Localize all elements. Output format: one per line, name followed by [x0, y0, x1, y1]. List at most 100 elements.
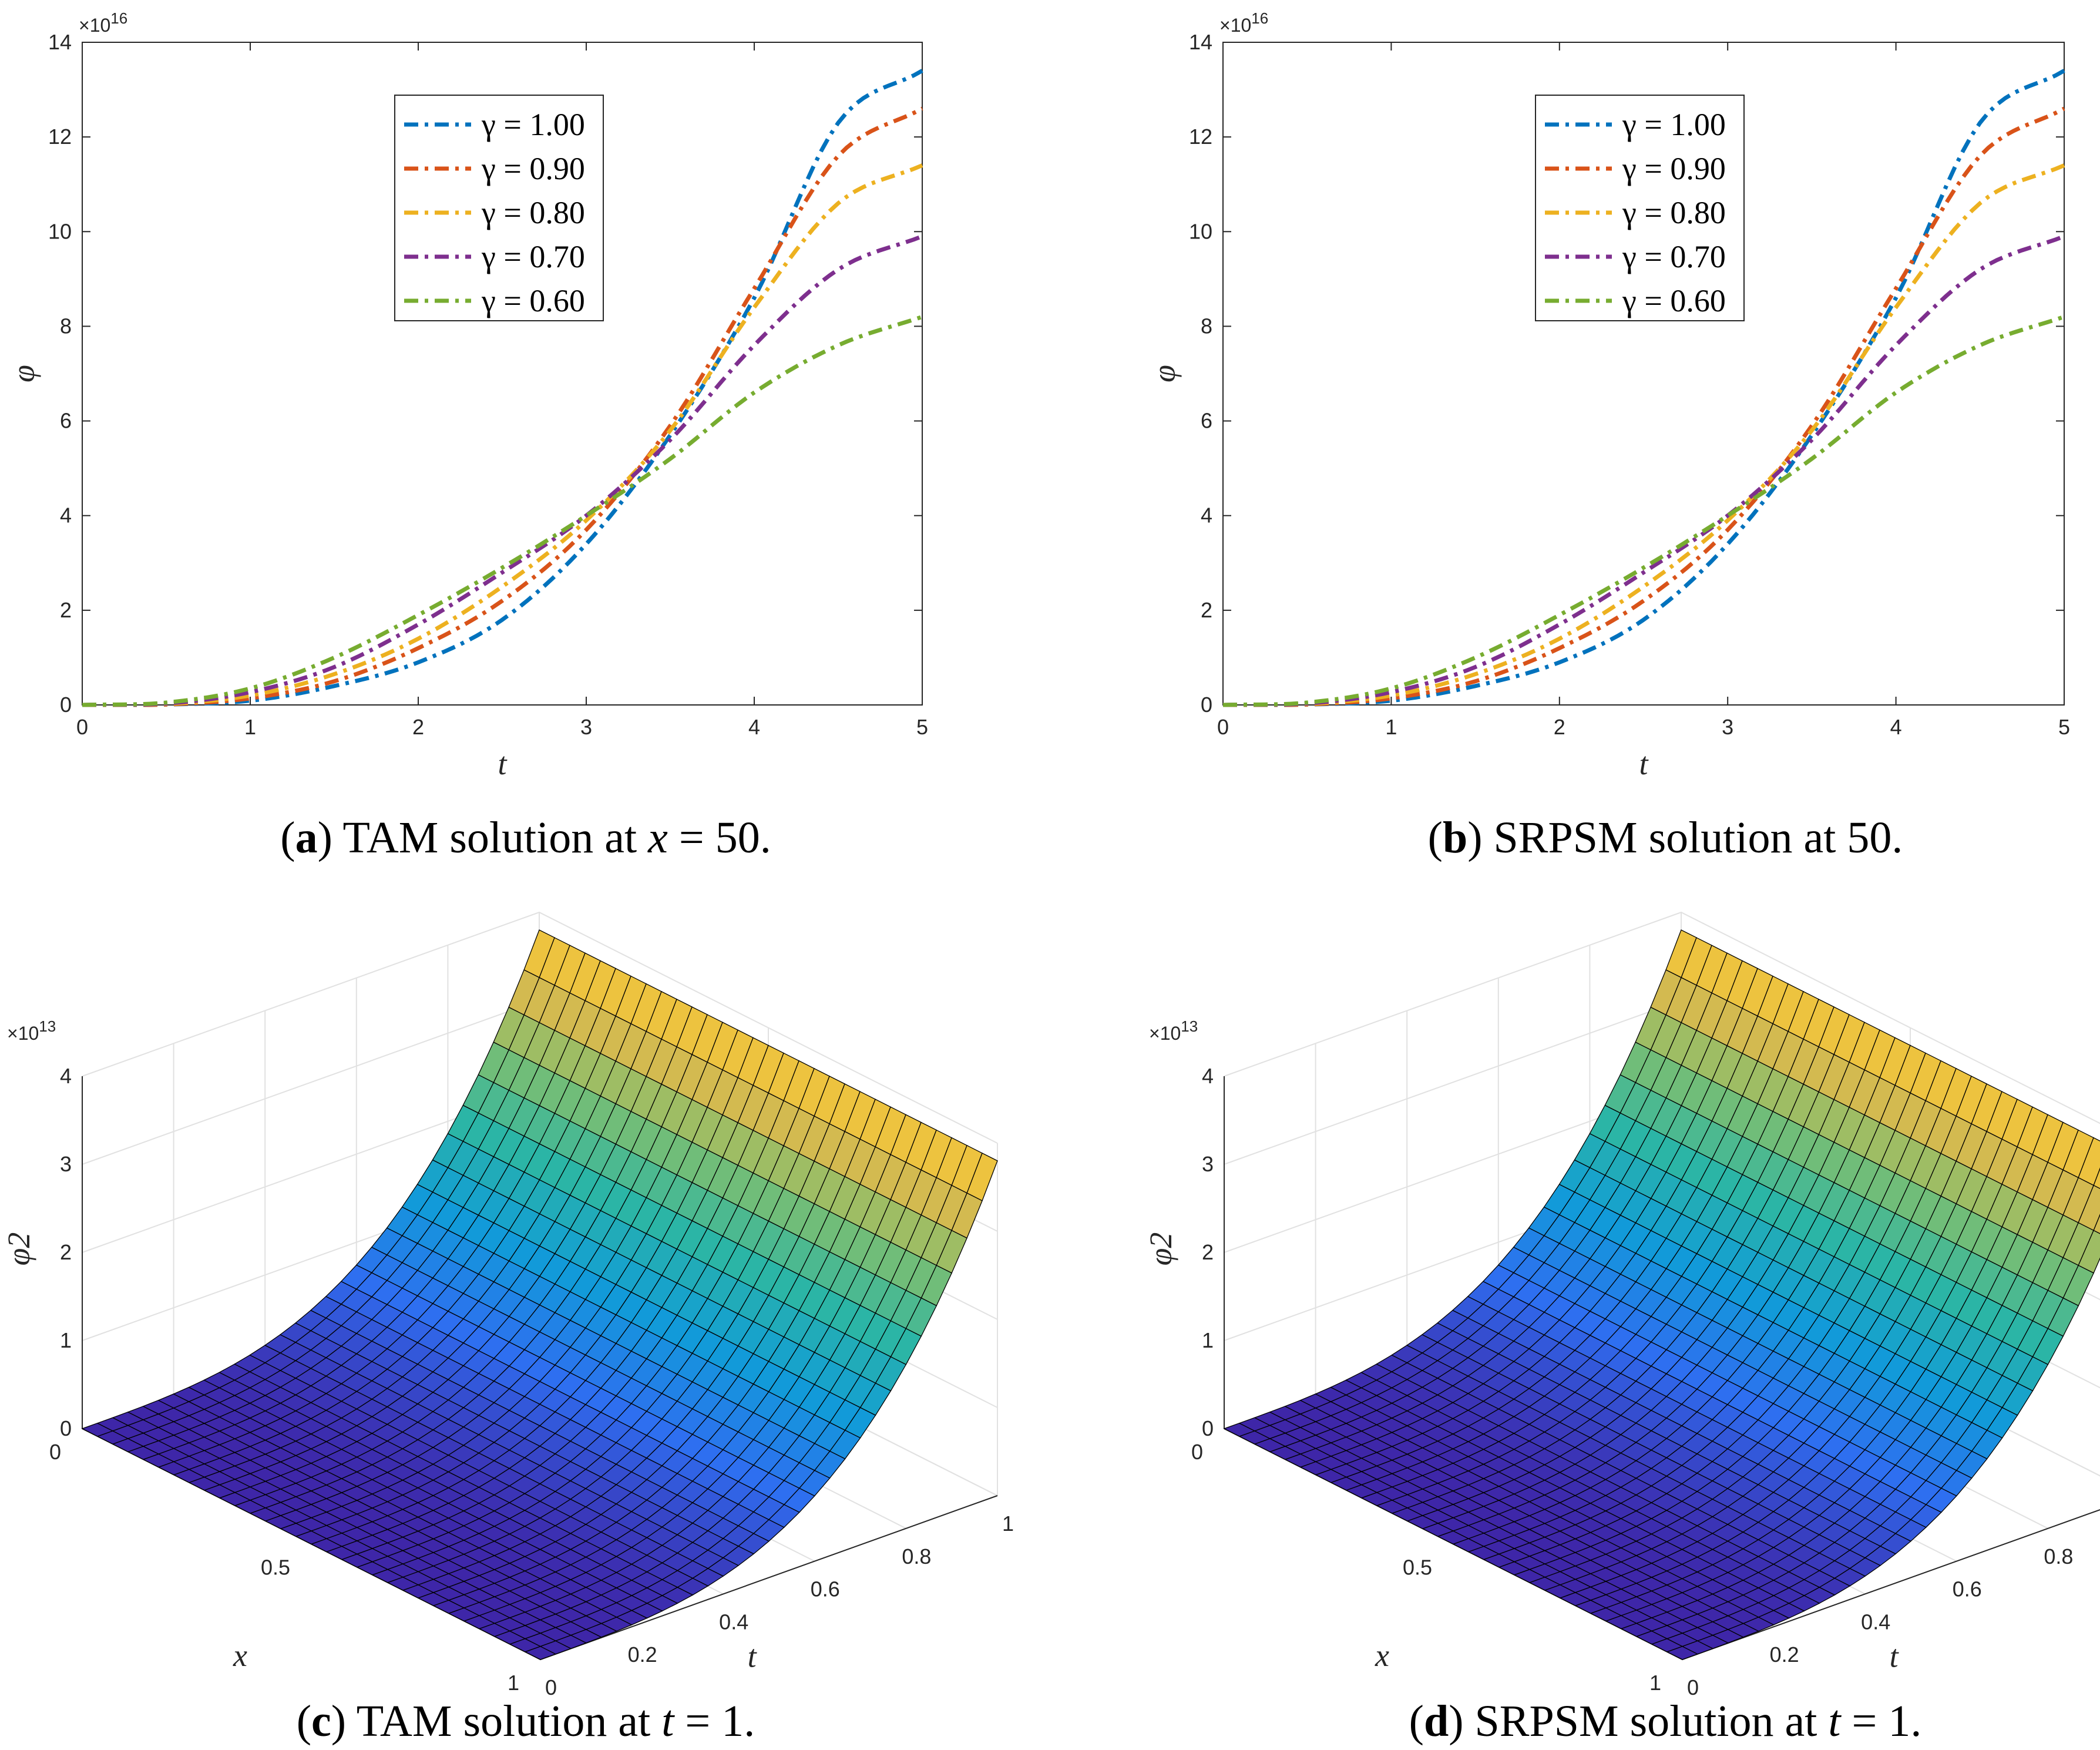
caption-d: (d) SRPSM solution at t = 1. — [1409, 1697, 1922, 1746]
legend-label: γ = 0.60 — [1622, 283, 1726, 318]
x-tick-label: 0 — [76, 715, 88, 739]
caption-text-end: = 1. — [1840, 1697, 1922, 1746]
series-line-3 — [82, 234, 923, 707]
y-tick-label: 4 — [60, 503, 72, 528]
y-tick-label: 10 — [1189, 219, 1212, 243]
x-tick-label: 0.5 — [261, 1556, 290, 1580]
z-multiplier: ×1013 — [7, 1017, 56, 1044]
legend-label: γ = 1.00 — [481, 107, 585, 142]
x-axis-label: t — [1639, 746, 1649, 781]
x-tick-label: 3 — [1722, 715, 1733, 739]
x-tick-label: 2 — [412, 715, 424, 739]
t-tick-label: 0.8 — [902, 1544, 931, 1568]
z-axis-label: φ2 — [1, 1232, 36, 1266]
z-tick-label: 2 — [60, 1240, 72, 1264]
legend-label: γ = 0.60 — [481, 283, 585, 318]
series-line-4 — [82, 314, 923, 707]
caption-variable: x — [648, 813, 668, 862]
caption-text: SRPSM solution at — [1474, 1697, 1829, 1746]
series-line-0 — [1222, 69, 2065, 707]
legend: γ = 1.00 γ = 0.90 γ = 0.80 γ = 0.70 γ = 0.60 — [394, 95, 604, 321]
x-tick-label: 1 — [244, 715, 256, 739]
t-tick-label: 0 — [545, 1675, 557, 1699]
z-tick-label: 0 — [60, 1416, 72, 1440]
x-tick-label: 4 — [1890, 715, 1902, 739]
y-tick-label: 12 — [48, 125, 72, 149]
caption-text: SRPSM solution at 50. — [1493, 813, 1903, 862]
series-line-4 — [1222, 314, 2065, 707]
legend-label: γ = 0.80 — [1622, 195, 1726, 230]
caption-letter: b — [1442, 813, 1468, 862]
series-line-0 — [82, 69, 923, 707]
caption-text: TAM solution at — [342, 813, 649, 862]
series-line-1 — [1223, 106, 2065, 707]
y-tick-label: 2 — [60, 598, 72, 622]
t-tick-label: 0.4 — [1861, 1610, 1890, 1634]
z-axis-label: φ2 — [1143, 1232, 1178, 1266]
caption-text: TAM solution at — [356, 1697, 662, 1746]
surface-cell — [1665, 929, 1697, 978]
legend-label: γ = 0.80 — [481, 195, 585, 230]
z-tick-label: 2 — [1202, 1240, 1214, 1264]
legend-label: γ = 0.70 — [1622, 239, 1726, 274]
y-tick-label: 2 — [1201, 598, 1212, 622]
caption-text-end: = 1. — [674, 1697, 755, 1746]
legend-box — [1535, 95, 1745, 321]
z-tick-label: 1 — [60, 1328, 72, 1352]
caption-a: (a) TAM solution at x = 50. — [280, 813, 771, 862]
x-tick-label: 0.5 — [1403, 1556, 1432, 1580]
t-tick-label: 0.2 — [1770, 1642, 1799, 1667]
t-tick-label: 0 — [1687, 1675, 1699, 1699]
y-tick-label: 8 — [60, 314, 72, 338]
chart-c: 0 1 2 3 4×1013 0 0.5 1 0 0.2 0.4 0.6 0.8 1 x t φ2 — [1, 911, 1014, 1699]
y-tick-label: 0 — [60, 693, 72, 717]
x-tick-label: 5 — [916, 715, 928, 739]
x-axis-label: x — [233, 1638, 247, 1673]
x-tick-label: 1 — [1385, 715, 1397, 739]
caption-variable: t — [1828, 1697, 1841, 1746]
t-tick-label: 1 — [1002, 1511, 1014, 1536]
t-tick-label: 0.6 — [811, 1577, 840, 1601]
x-tick-label: 1 — [508, 1671, 519, 1695]
caption-letter: c — [311, 1697, 331, 1746]
x-tick-label: 4 — [748, 715, 760, 739]
z-tick-label: 3 — [1202, 1152, 1214, 1176]
legend-label: γ = 0.90 — [1622, 151, 1726, 186]
y-tick-label: 8 — [1201, 314, 1212, 338]
z-tick-label: 4 — [60, 1064, 72, 1088]
t-tick-label: 0.4 — [719, 1610, 748, 1634]
t-tick-label: 0.6 — [1953, 1577, 1982, 1601]
series-line-1 — [82, 106, 923, 707]
y-tick-label: 12 — [1189, 125, 1212, 149]
y-multiplier: ×1016 — [79, 9, 127, 36]
caption-text-end: = 50. — [667, 813, 771, 862]
caption-b: (b) SRPSM solution at 50. — [1427, 813, 1903, 862]
y-tick-label: 6 — [1201, 409, 1212, 433]
legend: γ = 1.00 γ = 0.90 γ = 0.80 γ = 0.70 γ = 0.60 — [1535, 95, 1745, 321]
x-tick-label: 0 — [1191, 1440, 1203, 1464]
surface-mesh — [81, 929, 998, 1660]
caption-c: (c) TAM solution at t = 1. — [296, 1697, 755, 1746]
surface-cell — [523, 929, 555, 978]
z-tick-label: 4 — [1202, 1064, 1214, 1088]
caption-variable: t — [661, 1697, 674, 1746]
legend-label: γ = 0.70 — [481, 239, 585, 274]
surface-mesh — [1223, 929, 2100, 1660]
t-axis-label: t — [748, 1638, 758, 1674]
t-tick-label: 0.8 — [2044, 1544, 2073, 1568]
x-tick-label: 0 — [1217, 715, 1229, 739]
y-tick-label: 4 — [1201, 503, 1212, 528]
caption-letter: d — [1423, 1697, 1449, 1746]
t-axis-label: t — [1890, 1638, 1900, 1674]
y-axis-label: φ — [1147, 365, 1182, 382]
y-tick-label: 10 — [48, 219, 72, 243]
legend-label: γ = 0.90 — [481, 151, 585, 186]
y-tick-label: 14 — [1189, 30, 1212, 54]
series-line-3 — [1222, 234, 2065, 707]
x-tick-label: 5 — [2058, 715, 2070, 739]
z-tick-label: 3 — [60, 1152, 72, 1176]
x-axis-label: x — [1375, 1638, 1389, 1673]
